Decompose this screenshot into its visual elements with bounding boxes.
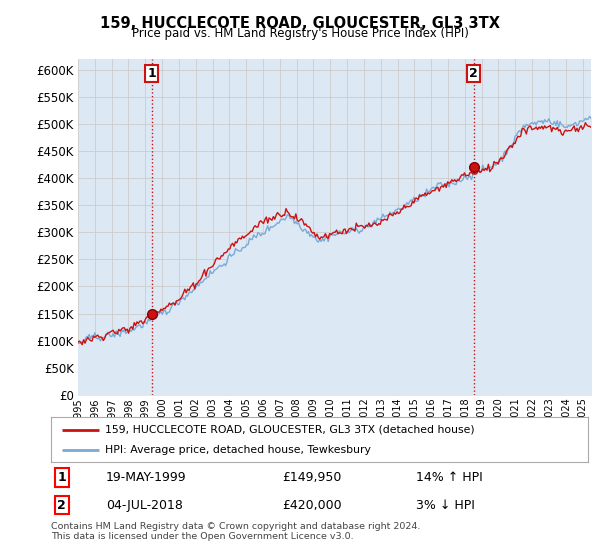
Text: £420,000: £420,000 — [282, 499, 341, 512]
Text: 159, HUCCLECOTE ROAD, GLOUCESTER, GL3 3TX (detached house): 159, HUCCLECOTE ROAD, GLOUCESTER, GL3 3T… — [105, 424, 475, 435]
Text: 2: 2 — [469, 67, 478, 80]
Text: 04-JUL-2018: 04-JUL-2018 — [106, 499, 182, 512]
Text: 14% ↑ HPI: 14% ↑ HPI — [416, 471, 483, 484]
Text: 2: 2 — [58, 499, 66, 512]
Text: 1: 1 — [147, 67, 156, 80]
Text: HPI: Average price, detached house, Tewkesbury: HPI: Average price, detached house, Tewk… — [105, 445, 371, 455]
Text: Price paid vs. HM Land Registry's House Price Index (HPI): Price paid vs. HM Land Registry's House … — [131, 27, 469, 40]
Text: 19-MAY-1999: 19-MAY-1999 — [106, 471, 187, 484]
Text: £149,950: £149,950 — [282, 471, 341, 484]
Text: 3% ↓ HPI: 3% ↓ HPI — [416, 499, 475, 512]
Text: Contains HM Land Registry data © Crown copyright and database right 2024.
This d: Contains HM Land Registry data © Crown c… — [51, 522, 421, 542]
Text: 159, HUCCLECOTE ROAD, GLOUCESTER, GL3 3TX: 159, HUCCLECOTE ROAD, GLOUCESTER, GL3 3T… — [100, 16, 500, 31]
Text: 1: 1 — [58, 471, 66, 484]
